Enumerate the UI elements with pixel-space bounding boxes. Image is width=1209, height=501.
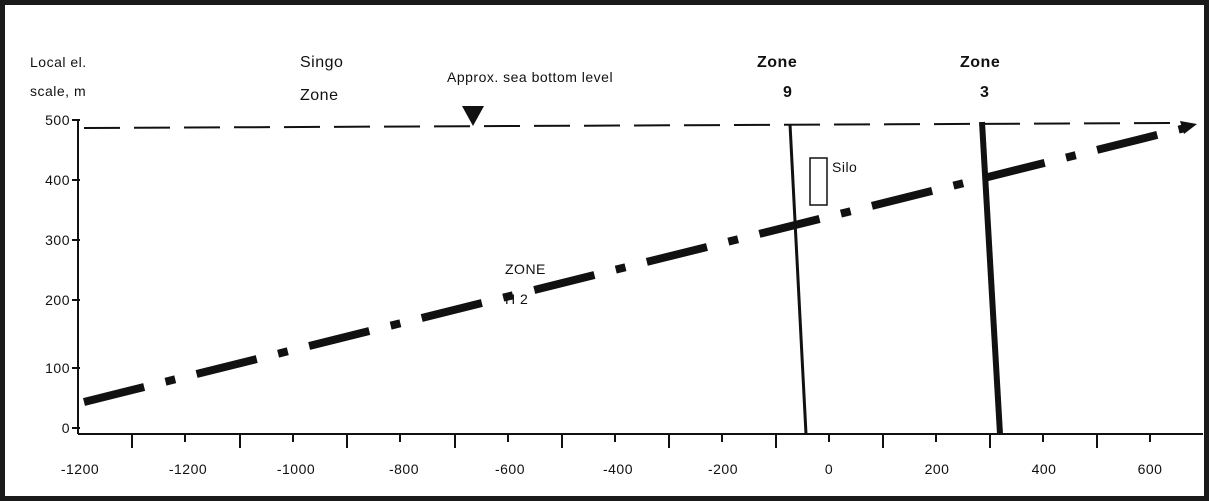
y-axis-labels: 500 400 300 200 100 0	[45, 112, 70, 436]
y-label: 0	[62, 420, 70, 436]
x-label: 600	[1138, 461, 1163, 477]
sea-level-marker-icon	[462, 106, 484, 126]
scale-label-line2: scale, m	[30, 83, 86, 99]
y-label: 500	[45, 112, 70, 128]
y-label: 100	[45, 360, 70, 376]
zone3-line1: Zone	[960, 54, 1000, 71]
zone3-fault-line	[979, 121, 1003, 435]
sea-bottom-dashed-line	[83, 122, 1171, 129]
singo-zone-line2: Zone	[300, 87, 338, 104]
x-label: 0	[825, 461, 833, 477]
silo-label: Silo	[832, 159, 857, 175]
x-label: -400	[603, 461, 633, 477]
x-label: -1200	[61, 461, 99, 477]
x-label: 200	[925, 461, 950, 477]
y-label: 200	[45, 292, 70, 308]
zone9-line2: 9	[783, 84, 792, 101]
y-axis-ticks	[72, 119, 80, 429]
x-label: -1200	[169, 461, 207, 477]
zone9-fault-line	[788, 123, 808, 435]
zone-h2-arrow-icon	[1180, 121, 1197, 134]
x-label: -800	[389, 461, 419, 477]
zone9-line1: Zone	[757, 54, 797, 71]
x-label: -1000	[277, 461, 315, 477]
silo-shape	[809, 157, 828, 206]
x-axis-ticks	[131, 434, 1151, 448]
x-axis-labels: -1200 -1200 -1000 -800 -600 -400 -200 0 …	[61, 461, 1163, 477]
x-label: -200	[708, 461, 738, 477]
zone-h2-line1: ZONE	[505, 261, 546, 277]
zone-h2-line2: H 2	[505, 291, 528, 307]
x-label: -600	[495, 461, 525, 477]
x-label: 400	[1032, 461, 1057, 477]
zone-h2-line	[83, 124, 1186, 406]
y-label: 400	[45, 172, 70, 188]
zone3-line2: 3	[980, 84, 989, 101]
sea-bottom-label: Approx. sea bottom level	[447, 69, 613, 85]
y-label: 300	[45, 232, 70, 248]
singo-zone-line1: Singo	[300, 54, 343, 71]
scale-label-line1: Local el.	[30, 54, 87, 70]
